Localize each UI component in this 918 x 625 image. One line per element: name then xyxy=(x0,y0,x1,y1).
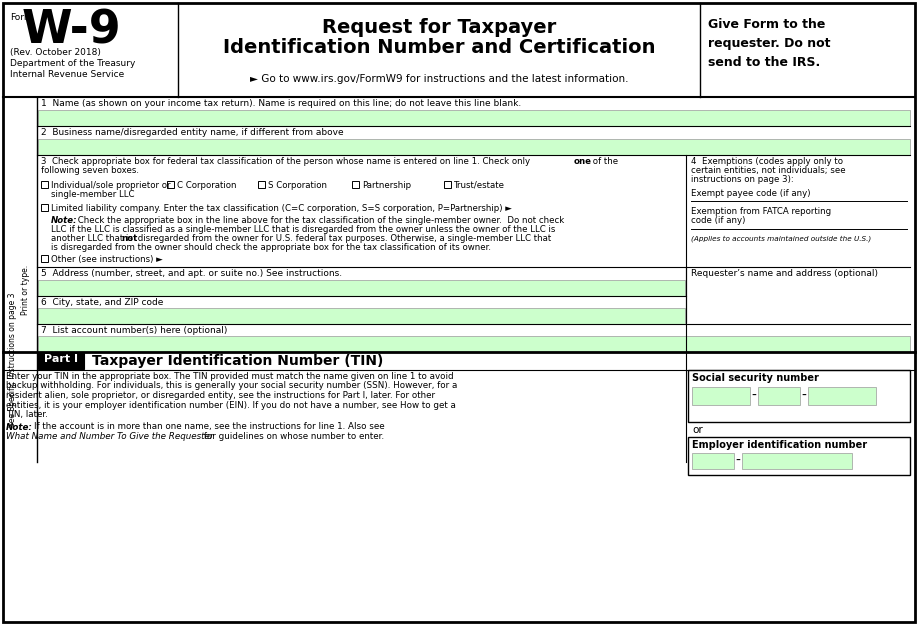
Text: Note:: Note: xyxy=(51,216,78,225)
Bar xyxy=(41,204,48,211)
Text: is disregarded from the owner should check the appropriate box for the tax class: is disregarded from the owner should che… xyxy=(51,243,491,252)
Text: Note:: Note: xyxy=(6,422,33,431)
Text: not: not xyxy=(121,234,138,243)
Text: Partnership: Partnership xyxy=(362,181,411,190)
Text: TIN, later.: TIN, later. xyxy=(6,410,48,419)
Bar xyxy=(38,110,910,126)
Text: Exempt payee code (if any): Exempt payee code (if any) xyxy=(691,189,811,198)
Bar xyxy=(692,387,750,405)
Bar xyxy=(742,453,852,469)
Text: for guidelines on whose number to enter.: for guidelines on whose number to enter. xyxy=(201,432,384,441)
Text: -: - xyxy=(801,389,806,403)
Text: Department of the Treasury: Department of the Treasury xyxy=(10,59,135,68)
Text: W-9: W-9 xyxy=(22,9,121,54)
Text: Other (see instructions) ►: Other (see instructions) ► xyxy=(51,255,162,264)
Text: instructions on page 3):: instructions on page 3): xyxy=(691,175,794,184)
Text: Enter your TIN in the appropriate box. The TIN provided must match the name give: Enter your TIN in the appropriate box. T… xyxy=(6,372,453,381)
Text: Form: Form xyxy=(10,13,33,22)
Text: Employer identification number: Employer identification number xyxy=(692,440,868,450)
Text: Request for Taxpayer: Request for Taxpayer xyxy=(322,18,556,37)
Text: Internal Revenue Service: Internal Revenue Service xyxy=(10,70,124,79)
Text: Individual/sole proprietor or: Individual/sole proprietor or xyxy=(51,181,171,190)
Text: Exemption from FATCA reporting: Exemption from FATCA reporting xyxy=(691,207,831,216)
Text: Social security number: Social security number xyxy=(692,373,819,383)
Text: 3  Check appropriate box for federal tax classification of the person whose name: 3 Check appropriate box for federal tax … xyxy=(41,157,532,166)
Bar xyxy=(758,387,800,405)
Text: If the account is in more than one name, see the instructions for line 1. Also s: If the account is in more than one name,… xyxy=(34,422,385,431)
Text: or: or xyxy=(692,425,703,435)
Bar xyxy=(167,181,174,188)
Text: another LLC that is: another LLC that is xyxy=(51,234,136,243)
Text: -: - xyxy=(752,389,756,403)
Bar xyxy=(38,308,685,324)
Bar xyxy=(808,387,876,405)
Text: code (if any): code (if any) xyxy=(691,216,745,225)
Text: Requester’s name and address (optional): Requester’s name and address (optional) xyxy=(691,269,878,278)
Text: Identification Number and Certification: Identification Number and Certification xyxy=(223,38,655,57)
Bar xyxy=(38,280,685,296)
Text: S Corporation: S Corporation xyxy=(268,181,327,190)
Text: of the: of the xyxy=(590,157,618,166)
Text: 5  Address (number, street, and apt. or suite no.) See instructions.: 5 Address (number, street, and apt. or s… xyxy=(41,269,342,278)
Text: entities, it is your employer identification number (EIN). If you do not have a : entities, it is your employer identifica… xyxy=(6,401,456,409)
Bar xyxy=(38,353,84,369)
Text: backup withholding. For individuals, this is generally your social security numb: backup withholding. For individuals, thi… xyxy=(6,381,457,391)
Bar xyxy=(352,181,359,188)
Bar xyxy=(444,181,451,188)
Bar xyxy=(38,336,910,352)
Bar xyxy=(692,453,734,469)
Text: Give Form to the
requester. Do not
send to the IRS.: Give Form to the requester. Do not send … xyxy=(708,18,831,69)
Text: -: - xyxy=(735,454,741,468)
Text: disregarded from the owner for U.S. federal tax purposes. Otherwise, a single-me: disregarded from the owner for U.S. fede… xyxy=(135,234,551,243)
Text: 4  Exemptions (codes apply only to: 4 Exemptions (codes apply only to xyxy=(691,157,843,166)
Bar xyxy=(41,181,48,188)
Text: What Name and Number To Give the Requester: What Name and Number To Give the Request… xyxy=(6,432,214,441)
Text: Part I: Part I xyxy=(44,354,78,364)
Text: Limited liability company. Enter the tax classification (C=C corporation, S=S co: Limited liability company. Enter the tax… xyxy=(51,204,512,213)
Text: C Corporation: C Corporation xyxy=(177,181,237,190)
Text: Taxpayer Identification Number (TIN): Taxpayer Identification Number (TIN) xyxy=(92,354,384,368)
Text: LLC if the LLC is classified as a single-member LLC that is disregarded from the: LLC if the LLC is classified as a single… xyxy=(51,225,555,234)
Text: ► Go to www.irs.gov/FormW9 for instructions and the latest information.: ► Go to www.irs.gov/FormW9 for instructi… xyxy=(250,74,628,84)
Bar xyxy=(258,181,265,188)
Text: resident alien, sole proprietor, or disregarded entity, see the instructions for: resident alien, sole proprietor, or disr… xyxy=(6,391,435,400)
Text: (Applies to accounts maintained outside the U.S.): (Applies to accounts maintained outside … xyxy=(691,235,871,242)
Text: See Specific Instructions on page 3: See Specific Instructions on page 3 xyxy=(8,292,17,428)
Bar xyxy=(688,370,910,422)
Text: one: one xyxy=(574,157,592,166)
Bar xyxy=(688,437,910,475)
Text: 1  Name (as shown on your income tax return). Name is required on this line; do : 1 Name (as shown on your income tax retu… xyxy=(41,99,521,108)
Text: 6  City, state, and ZIP code: 6 City, state, and ZIP code xyxy=(41,298,163,307)
Text: single-member LLC: single-member LLC xyxy=(51,190,135,199)
Text: certain entities, not individuals; see: certain entities, not individuals; see xyxy=(691,166,845,175)
Text: 7  List account number(s) here (optional): 7 List account number(s) here (optional) xyxy=(41,326,228,335)
Text: Print or type.: Print or type. xyxy=(20,265,29,315)
Bar xyxy=(38,139,910,155)
Bar xyxy=(41,255,48,262)
Text: following seven boxes.: following seven boxes. xyxy=(41,166,139,175)
Text: 2  Business name/disregarded entity name, if different from above: 2 Business name/disregarded entity name,… xyxy=(41,128,343,137)
Text: (Rev. October 2018): (Rev. October 2018) xyxy=(10,48,101,57)
Text: Check the appropriate box in the line above for the tax classification of the si: Check the appropriate box in the line ab… xyxy=(75,216,565,225)
Text: Trust/estate: Trust/estate xyxy=(454,181,505,190)
